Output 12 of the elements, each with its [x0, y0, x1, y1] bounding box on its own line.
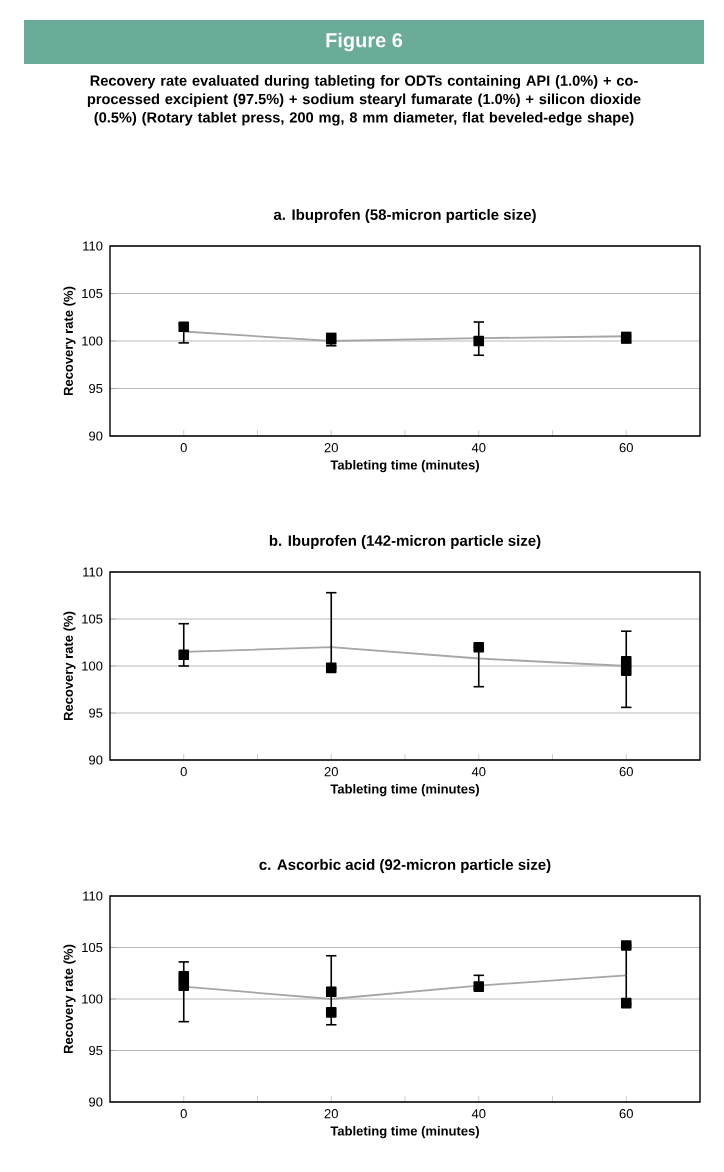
point	[178, 971, 190, 982]
point	[473, 981, 485, 992]
point	[178, 649, 190, 661]
text: Figure 6	[326, 32, 403, 52]
point	[325, 986, 337, 998]
point	[473, 335, 485, 347]
point	[620, 656, 632, 667]
point	[325, 1007, 337, 1018]
point	[178, 980, 190, 991]
point	[473, 641, 485, 653]
point	[620, 665, 632, 677]
point	[178, 321, 190, 333]
